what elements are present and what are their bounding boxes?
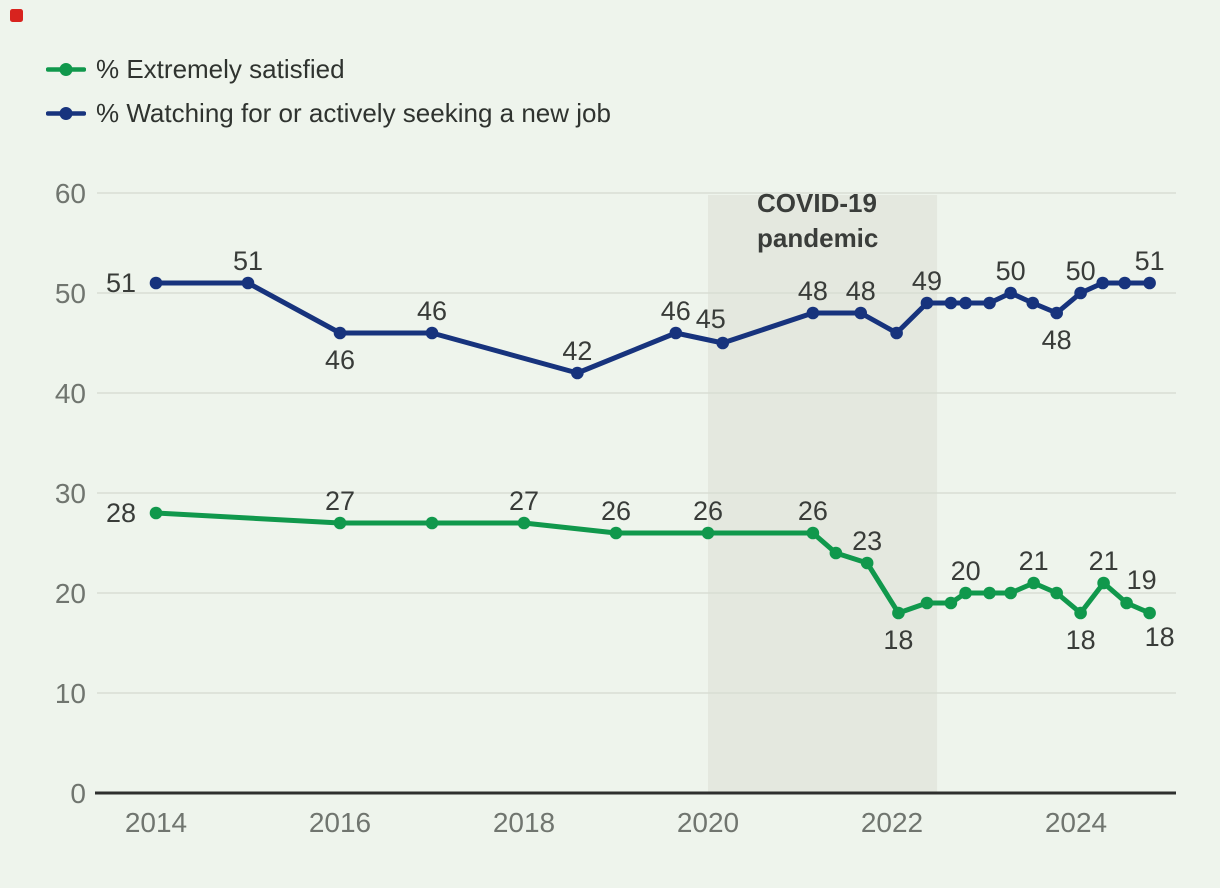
x-tick-label-2014: 2014 (125, 807, 187, 838)
data-point-watching-seeking-2022.05 (890, 326, 903, 340)
data-label-watching-seeking-2017: 46 (417, 296, 447, 326)
legend-item-extremely-satisfied: % Extremely satisfied (46, 53, 611, 84)
data-point-extremely-satisfied-2023.29 (1004, 586, 1017, 600)
covid-annotation-line-1: COVID-19 (757, 188, 877, 218)
data-label-extremely-satisfied-2018: 27 (509, 486, 539, 516)
data-label-extremely-satisfied-2014: 28 (106, 498, 136, 528)
data-label-extremely-satisfied-2022.8: 20 (951, 556, 981, 586)
data-label-watching-seeking-2023.29: 50 (996, 256, 1026, 286)
series-line-extremely-satisfied (153, 510, 1153, 616)
legend-label-extremely-satisfied: % Extremely satisfied (96, 53, 345, 84)
y-tick-label-0: 0 (70, 778, 86, 809)
data-point-extremely-satisfied-2023.54 (1027, 576, 1040, 590)
data-point-extremely-satisfied-2024.05 (1074, 606, 1087, 620)
data-point-extremely-satisfied-2021.73 (860, 556, 874, 570)
data-point-watching-seeking-2020.16 (716, 336, 730, 350)
navy-line-marker-icon (46, 106, 86, 120)
record-indicator-icon (10, 9, 23, 22)
data-label-watching-seeking-2024.05: 50 (1066, 256, 1096, 286)
series-line-watching-seeking (153, 280, 1153, 376)
data-point-watching-seeking-2023.29 (1004, 286, 1017, 300)
data-point-extremely-satisfied-2014 (149, 506, 163, 520)
data-point-watching-seeking-2022.8 (959, 296, 972, 310)
x-tick-label-2020: 2020 (677, 807, 739, 838)
y-tick-label-60: 60 (55, 178, 86, 209)
data-point-watching-seeking-2016 (333, 326, 347, 340)
x-tick-label-2018: 2018 (493, 807, 555, 838)
data-point-extremely-satisfied-2021.14 (806, 526, 820, 540)
data-label-extremely-satisfied-2022.07: 18 (883, 625, 913, 655)
legend-label-watching-seeking: % Watching for or actively seeking a new… (96, 97, 611, 128)
data-label-extremely-satisfied-2019: 26 (601, 496, 631, 526)
y-tick-label-10: 10 (55, 678, 86, 709)
data-point-watching-seeking-2021.66 (854, 306, 868, 320)
data-label-extremely-satisfied-2024.55: 19 (1127, 565, 1157, 595)
data-label-watching-seeking-2016: 46 (325, 345, 355, 375)
data-label-watching-seeking-2014: 51 (106, 268, 136, 298)
data-label-extremely-satisfied-2023.54: 21 (1019, 546, 1049, 576)
data-point-watching-seeking-2023.06 (983, 296, 996, 310)
data-label-extremely-satisfied-2021.14: 26 (798, 496, 828, 526)
x-tick-label-2022: 2022 (861, 807, 923, 838)
data-point-extremely-satisfied-2022.64 (944, 596, 958, 610)
data-label-extremely-satisfied-2020: 26 (693, 496, 723, 526)
data-point-extremely-satisfied-2019 (609, 526, 623, 540)
data-label-watching-seeking-2020.16: 45 (696, 304, 726, 334)
data-point-extremely-satisfied-2022.8 (959, 586, 972, 600)
data-point-extremely-satisfied-2024.55 (1120, 596, 1133, 610)
data-label-watching-seeking-2018.58: 42 (562, 336, 592, 366)
data-point-watching-seeking-2018.58 (571, 366, 584, 380)
data-point-extremely-satisfied-2017 (425, 516, 439, 530)
data-label-extremely-satisfied-2021.73: 23 (852, 526, 882, 556)
data-label-watching-seeking-2024.8: 51 (1135, 246, 1165, 276)
x-tick-label-2024: 2024 (1045, 807, 1107, 838)
data-label-watching-seeking-2019.65: 46 (661, 296, 691, 326)
chart-legend: % Extremely satisfied % Watching for or … (46, 53, 611, 128)
x-tick-label-2016: 2016 (309, 807, 371, 838)
data-label-extremely-satisfied-2016: 27 (325, 486, 355, 516)
data-point-watching-seeking-2024.53 (1118, 276, 1132, 290)
data-label-extremely-satisfied-2024.05: 18 (1066, 625, 1096, 655)
data-point-extremely-satisfied-2022.38 (920, 596, 934, 610)
data-point-watching-seeking-2021.14 (806, 306, 820, 320)
data-label-watching-seeking-2021.66: 48 (846, 276, 876, 306)
data-point-watching-seeking-2017 (425, 326, 439, 340)
y-tick-label-30: 30 (55, 478, 86, 509)
y-tick-label-20: 20 (55, 578, 86, 609)
data-point-extremely-satisfied-2021.39 (829, 546, 843, 560)
legend-item-watching-seeking: % Watching for or actively seeking a new… (46, 97, 611, 128)
data-label-watching-seeking-2022.38: 49 (912, 266, 942, 296)
data-point-watching-seeking-2019.65 (669, 326, 683, 340)
data-point-extremely-satisfied-2024.3 (1097, 576, 1110, 590)
data-label-watching-seeking-2015: 51 (233, 246, 263, 276)
y-tick-label-50: 50 (55, 278, 86, 309)
data-point-extremely-satisfied-2018 (517, 516, 531, 530)
data-point-watching-seeking-2024.8 (1143, 276, 1156, 290)
data-point-extremely-satisfied-2023.79 (1050, 586, 1063, 600)
data-point-watching-seeking-2022.64 (944, 296, 958, 310)
data-point-extremely-satisfied-2020 (701, 526, 715, 540)
covid-annotation-line-2: pandemic (757, 223, 878, 253)
data-label-extremely-satisfied-2024.8: 18 (1145, 622, 1175, 652)
data-point-watching-seeking-2023.79 (1050, 306, 1063, 320)
data-label-extremely-satisfied-2024.3: 21 (1089, 546, 1119, 576)
data-point-watching-seeking-2024.29 (1096, 276, 1109, 290)
y-tick-label-40: 40 (55, 378, 86, 409)
data-point-extremely-satisfied-2016 (333, 516, 347, 530)
data-point-watching-seeking-2014 (149, 276, 163, 290)
data-point-watching-seeking-2015 (241, 276, 255, 290)
data-point-extremely-satisfied-2024.8 (1143, 606, 1156, 620)
green-line-marker-icon (46, 62, 86, 76)
data-point-watching-seeking-2022.38 (920, 296, 934, 310)
data-label-watching-seeking-2023.79: 48 (1042, 325, 1072, 355)
data-label-watching-seeking-2021.14: 48 (798, 276, 828, 306)
data-point-extremely-satisfied-2022.07 (892, 606, 905, 620)
data-point-extremely-satisfied-2023.06 (983, 586, 996, 600)
data-point-watching-seeking-2024.05 (1074, 286, 1087, 300)
data-point-watching-seeking-2023.53 (1026, 296, 1040, 310)
